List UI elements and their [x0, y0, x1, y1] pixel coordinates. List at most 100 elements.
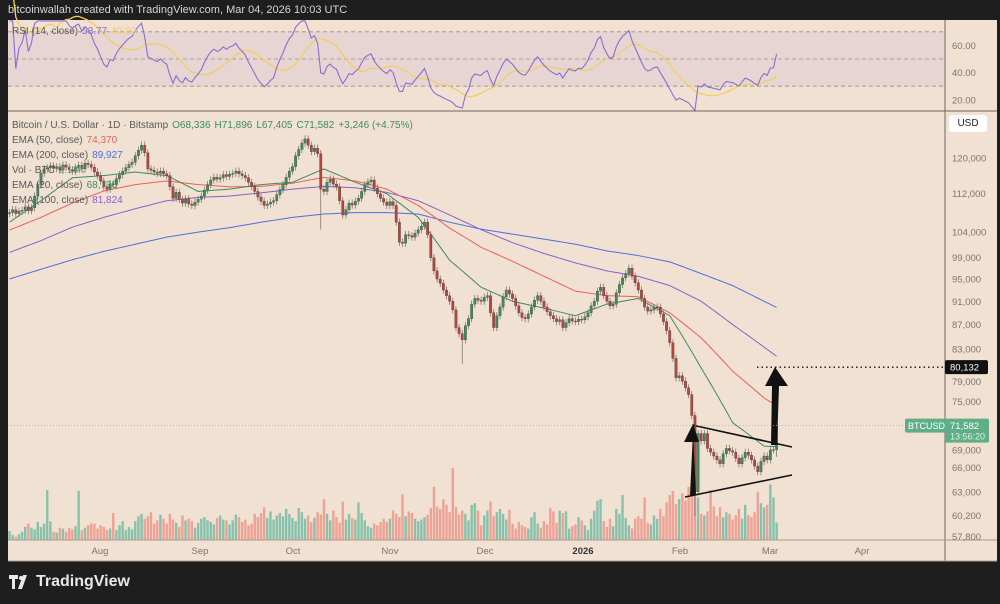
- ema200-value: 89,927: [92, 150, 123, 161]
- rsi-legend[interactable]: RSI (14, close) 53.77 40.90: [12, 26, 140, 37]
- price-tick-label: 83,000: [952, 344, 981, 355]
- candle: [680, 372, 684, 385]
- candle-body: [181, 199, 184, 204]
- candle-body: [250, 182, 253, 187]
- volume-bar: [417, 521, 420, 540]
- symbol-legend: Bitcoin / U.S. Dollar · 1D · Bitstamp O68…: [12, 118, 417, 133]
- volume-bar: [71, 529, 74, 540]
- candle-body: [416, 229, 420, 234]
- candle: [762, 452, 766, 466]
- candle: [303, 135, 307, 147]
- candle-body: [759, 461, 763, 472]
- time-axis[interactable]: Aug Sep Oct Nov Dec 2026 Feb Mar Apr: [92, 546, 870, 557]
- volume-bar: [766, 504, 769, 540]
- candle: [108, 180, 112, 193]
- candle: [55, 163, 59, 173]
- candle-body: [341, 200, 345, 216]
- candle: [423, 218, 426, 230]
- candle: [533, 296, 536, 311]
- volume-bar: [602, 521, 605, 540]
- volume-bar: [454, 507, 458, 540]
- volume-bar: [696, 497, 700, 540]
- volume-bar: [501, 513, 505, 540]
- vol-legend[interactable]: Vol · BTC 2.13K: [12, 163, 417, 178]
- ema50-legend[interactable]: EMA (50, close) 74,370: [12, 133, 417, 148]
- volume-bar: [734, 515, 737, 540]
- candle: [243, 171, 247, 182]
- candle: [438, 275, 442, 288]
- candle-body: [133, 155, 137, 163]
- candle-body: [420, 226, 423, 230]
- candle-body: [404, 234, 407, 244]
- candle-body: [344, 209, 348, 216]
- candle: [121, 167, 125, 179]
- candle: [388, 198, 392, 210]
- last-price-label: 71,582: [950, 421, 979, 432]
- candle-body: [438, 278, 442, 284]
- candle-body: [740, 457, 744, 464]
- candle: [750, 451, 753, 464]
- currency-button[interactable]: USD: [949, 115, 987, 132]
- ema200-legend[interactable]: EMA (200, close) 89,927: [12, 148, 417, 163]
- tradingview-logo[interactable]: TradingView: [9, 573, 130, 591]
- candle: [190, 200, 194, 210]
- candle: [501, 293, 505, 311]
- candle-body: [451, 301, 455, 311]
- candle: [165, 170, 169, 180]
- volume-bar: [64, 531, 68, 540]
- candle-body: [394, 205, 398, 223]
- volume-bar: [464, 513, 467, 540]
- volume-bar: [662, 516, 665, 540]
- candle-body: [303, 138, 307, 144]
- volume-bar: [209, 522, 212, 540]
- price-tick-label: 75,000: [952, 397, 981, 408]
- candle: [413, 229, 417, 241]
- volume-bar: [363, 520, 366, 540]
- volume-bar: [168, 513, 172, 540]
- volume-bar: [30, 527, 33, 540]
- volume-bar: [300, 512, 304, 540]
- candle: [536, 292, 540, 304]
- ema100-legend[interactable]: EMA (100, close) 81,824: [12, 193, 417, 208]
- volume-bar: [20, 531, 24, 540]
- candle-body: [309, 145, 313, 152]
- volume-bar: [11, 535, 14, 540]
- candle-body: [291, 166, 294, 172]
- candle: [256, 187, 260, 201]
- volume-bar: [571, 526, 574, 540]
- candle: [115, 175, 118, 189]
- price-tick-label: 87,000: [952, 320, 981, 331]
- candle-body: [662, 313, 665, 322]
- candle-body: [652, 307, 656, 311]
- candle-body: [772, 449, 775, 451]
- candle: [734, 448, 738, 462]
- candle: [30, 204, 33, 215]
- chart-background: [8, 20, 997, 561]
- candle-body: [115, 178, 118, 185]
- volume-bar: [218, 515, 222, 540]
- candle: [284, 173, 288, 189]
- volume-bar: [181, 515, 184, 540]
- candle: [77, 161, 81, 172]
- candle: [589, 302, 593, 317]
- rsi-axis[interactable]: 60.00 40.00 20.00: [952, 41, 976, 106]
- candle: [159, 167, 162, 177]
- volume-bar: [527, 528, 530, 540]
- candle-body: [140, 145, 143, 151]
- volume-bar: [206, 520, 209, 540]
- candle: [592, 297, 596, 310]
- candle-body: [137, 150, 140, 156]
- price-axis[interactable]: 120,000 112,000 104,000 99,000 95,000 91,000 8…: [952, 154, 986, 543]
- ema20-legend[interactable]: EMA (20, close) 68,730: [12, 178, 417, 193]
- main-legend[interactable]: Bitcoin / U.S. Dollar · 1D · Bitstamp O68…: [12, 118, 417, 208]
- price-tick-label: 66,000: [952, 463, 981, 474]
- volume-bar: [769, 484, 772, 540]
- candle-body: [165, 173, 169, 176]
- candle: [523, 313, 527, 323]
- candle-body: [71, 169, 74, 172]
- candle: [728, 444, 731, 455]
- candle-body: [457, 327, 461, 334]
- candle: [665, 317, 668, 335]
- candle: [404, 231, 407, 247]
